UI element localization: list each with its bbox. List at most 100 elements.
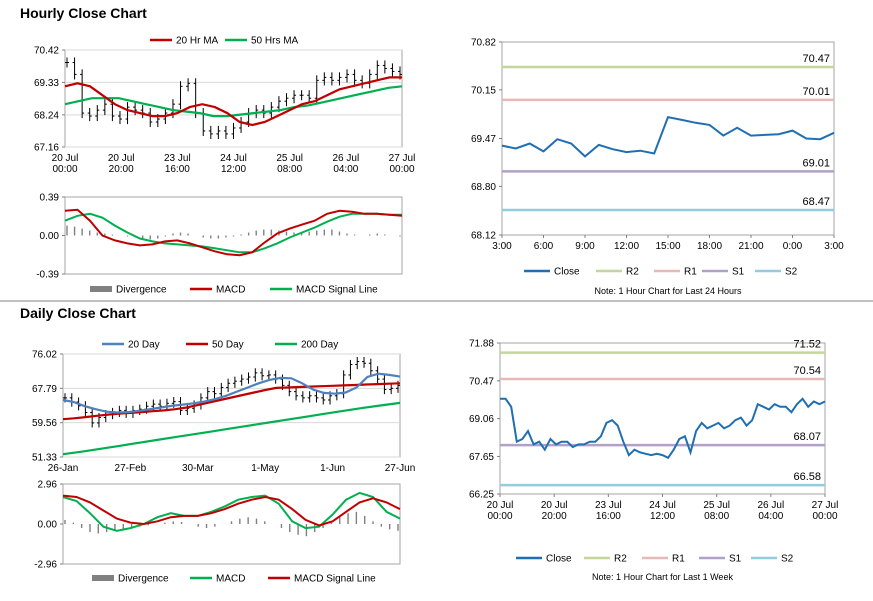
pivot-24h-s2-legend-label: S2: [785, 267, 798, 278]
pivot-1w-ytick-label: 69.06: [469, 414, 494, 425]
hourly-macd-signal-legend-label: MACD Signal Line: [296, 285, 378, 296]
daily-20day-legend-label: 20 Day: [128, 340, 160, 351]
daily-price-price-bar: [69, 393, 74, 407]
daily-macd-signal-line: [62, 494, 401, 527]
hourly-price-ytick-label: 69.33: [34, 78, 59, 89]
daily-price-price-bar: [212, 387, 217, 399]
daily-price-price-bar: [266, 370, 271, 381]
daily-price-price-bar: [232, 376, 237, 388]
daily-price-price-bar: [226, 378, 231, 393]
daily-price-price-bar: [300, 391, 305, 403]
pivot-1w-frame: [499, 342, 826, 495]
hourly-price-xtick-label: 26 Jul 04:00: [332, 153, 359, 175]
pivot-24h-frame: [501, 41, 835, 236]
hourly-price-price-bar: [314, 75, 319, 104]
daily-price-price-bar: [185, 403, 190, 415]
daily-macd-ytick-label: 2.96: [38, 480, 58, 491]
hourly-price-price-bar: [375, 60, 380, 80]
pivot-24h-level-r2-label: 70.47: [802, 53, 830, 65]
hourly-price-price-bar: [390, 63, 395, 77]
daily-price-ytick-label: 67.79: [32, 384, 57, 395]
daily-price-price-bar: [362, 357, 367, 368]
pivot-24h-ytick-label: 68.80: [471, 182, 496, 193]
hourly-price-price-bar: [299, 90, 304, 101]
hourly-macd-signal-line: [64, 212, 402, 254]
daily-price-xtick-label: 27-Feb: [115, 463, 147, 474]
hourly-price-price-bar: [72, 57, 77, 80]
pivot-1w-xtick-label: 24 Jul 12:00: [649, 500, 676, 522]
daily-20day-line: [62, 372, 401, 414]
pivot-24h-s1-legend-label: S1: [732, 267, 745, 278]
daily-price-price-bar: [334, 389, 339, 401]
hourly-20hr-ma-legend-label: 20 Hr MA: [176, 36, 219, 47]
hourly-macd-ytick-label: -0.39: [36, 270, 59, 281]
pivot-1w-level-s2-label: 66.58: [793, 471, 821, 483]
hourly-price-price-bar: [208, 125, 213, 139]
daily-50day-line: [62, 382, 401, 421]
daily-price-price-bar: [90, 407, 95, 428]
daily-macd-ytick-label: 0.00: [38, 520, 58, 531]
pivot-1w-s2-legend-label: S2: [781, 554, 794, 565]
hourly-price-price-bar: [223, 125, 228, 139]
daily-price-price-bar: [158, 399, 163, 411]
hourly-price-price-bar: [148, 108, 153, 128]
daily-macd-signal-legend-label: MACD Signal Line: [294, 574, 376, 585]
hourly-price-xtick-label: 20 Jul 20:00: [108, 153, 135, 175]
daily-price-price-bar: [294, 387, 299, 401]
hourly-50hr-ma-legend-label: 50 Hrs MA: [251, 36, 299, 47]
daily-price-ytick-label: 59.56: [32, 418, 57, 429]
daily-price-xtick-label: 1-May: [251, 463, 279, 474]
hourly-macd-ytick-label: 0.39: [40, 193, 60, 204]
pivot-1w-s1-legend-label: S1: [729, 554, 742, 565]
hourly-price-xtick-label: 23 Jul 16:00: [164, 153, 191, 175]
pivot-24h-note: Note: 1 Hour Chart for Last 24 Hours: [594, 286, 742, 296]
hourly-price-price-bar: [329, 72, 334, 86]
pivot-1w-xtick-label: 27 Jul 00:00: [812, 500, 839, 522]
hourly-price-price-bar: [231, 122, 236, 139]
hourly-price-price-bar: [186, 78, 191, 92]
pivot-1w-close-legend-label: Close: [546, 554, 572, 565]
hourly-macd-chart: 0.39 0.00 -0.39 Divergence MACD MACD Signal L…: [36, 193, 403, 296]
daily-price-ytick-label: 51.33: [32, 453, 57, 464]
daily-price-price-bar: [307, 391, 312, 403]
pivot-1w-xtick-label: 23 Jul 16:00: [595, 500, 622, 522]
daily-price-frame: [62, 353, 401, 458]
daily-price-price-bar: [219, 382, 224, 399]
hourly-price-price-bar: [65, 57, 69, 68]
pivot-24h-xtick-label: 6:00: [534, 241, 554, 252]
hourly-price-price-bar: [140, 105, 145, 119]
pivot-24h-xtick-label: 0:00: [783, 241, 803, 252]
hourly-price-price-bar: [307, 90, 312, 104]
hourly-section-title: Hourly Close Chart: [20, 5, 147, 21]
hourly-macd-ytick-label: 0.00: [40, 231, 60, 242]
pivot-1w-xtick-label: 26 Jul 04:00: [757, 500, 784, 522]
hourly-price-price-bar: [337, 72, 342, 86]
daily-price-xtick-label: 27-Jun: [385, 463, 416, 474]
pivot-1w-close-line: [500, 397, 826, 460]
hourly-price-xtick-label: 20 Jul 00:00: [52, 153, 79, 175]
hourly-price-price-bar: [352, 69, 357, 86]
pivot-24h-ytick-label: 70.82: [471, 38, 496, 49]
pivot-1w-xtick-label: 25 Jul 08:00: [703, 500, 730, 522]
hourly-price-xtick-label: 27 Jul 00:00: [389, 153, 416, 175]
daily-200day-legend-label: 200 Day: [301, 340, 338, 351]
hourly-price-price-bar: [367, 69, 372, 89]
pivot-24h-xtick-label: 9:00: [575, 241, 595, 252]
hourly-price-price-bar: [284, 93, 289, 107]
pivot-1w-level-r2-label: 71.52: [793, 339, 821, 351]
daily-price-xtick-label: 26-Jan: [48, 463, 79, 474]
daily-price-xtick-label: 1-Jun: [320, 463, 345, 474]
hourly-price-price-bar: [178, 81, 183, 110]
pivot-24h-xtick-label: 21:00: [738, 241, 763, 252]
hourly-macd-line: [64, 208, 403, 257]
hourly-price-price-bar: [87, 108, 92, 122]
hourly-price-xtick-label: 24 Jul 12:00: [220, 153, 247, 175]
daily-price-ytick-label: 76.02: [32, 350, 57, 361]
pivot-24h-r2-legend-label: R2: [626, 267, 639, 278]
hourly-price-price-bar: [117, 110, 122, 125]
daily-macd-ytick-label: -2.96: [34, 560, 57, 571]
hourly-price-price-bar: [322, 72, 327, 86]
